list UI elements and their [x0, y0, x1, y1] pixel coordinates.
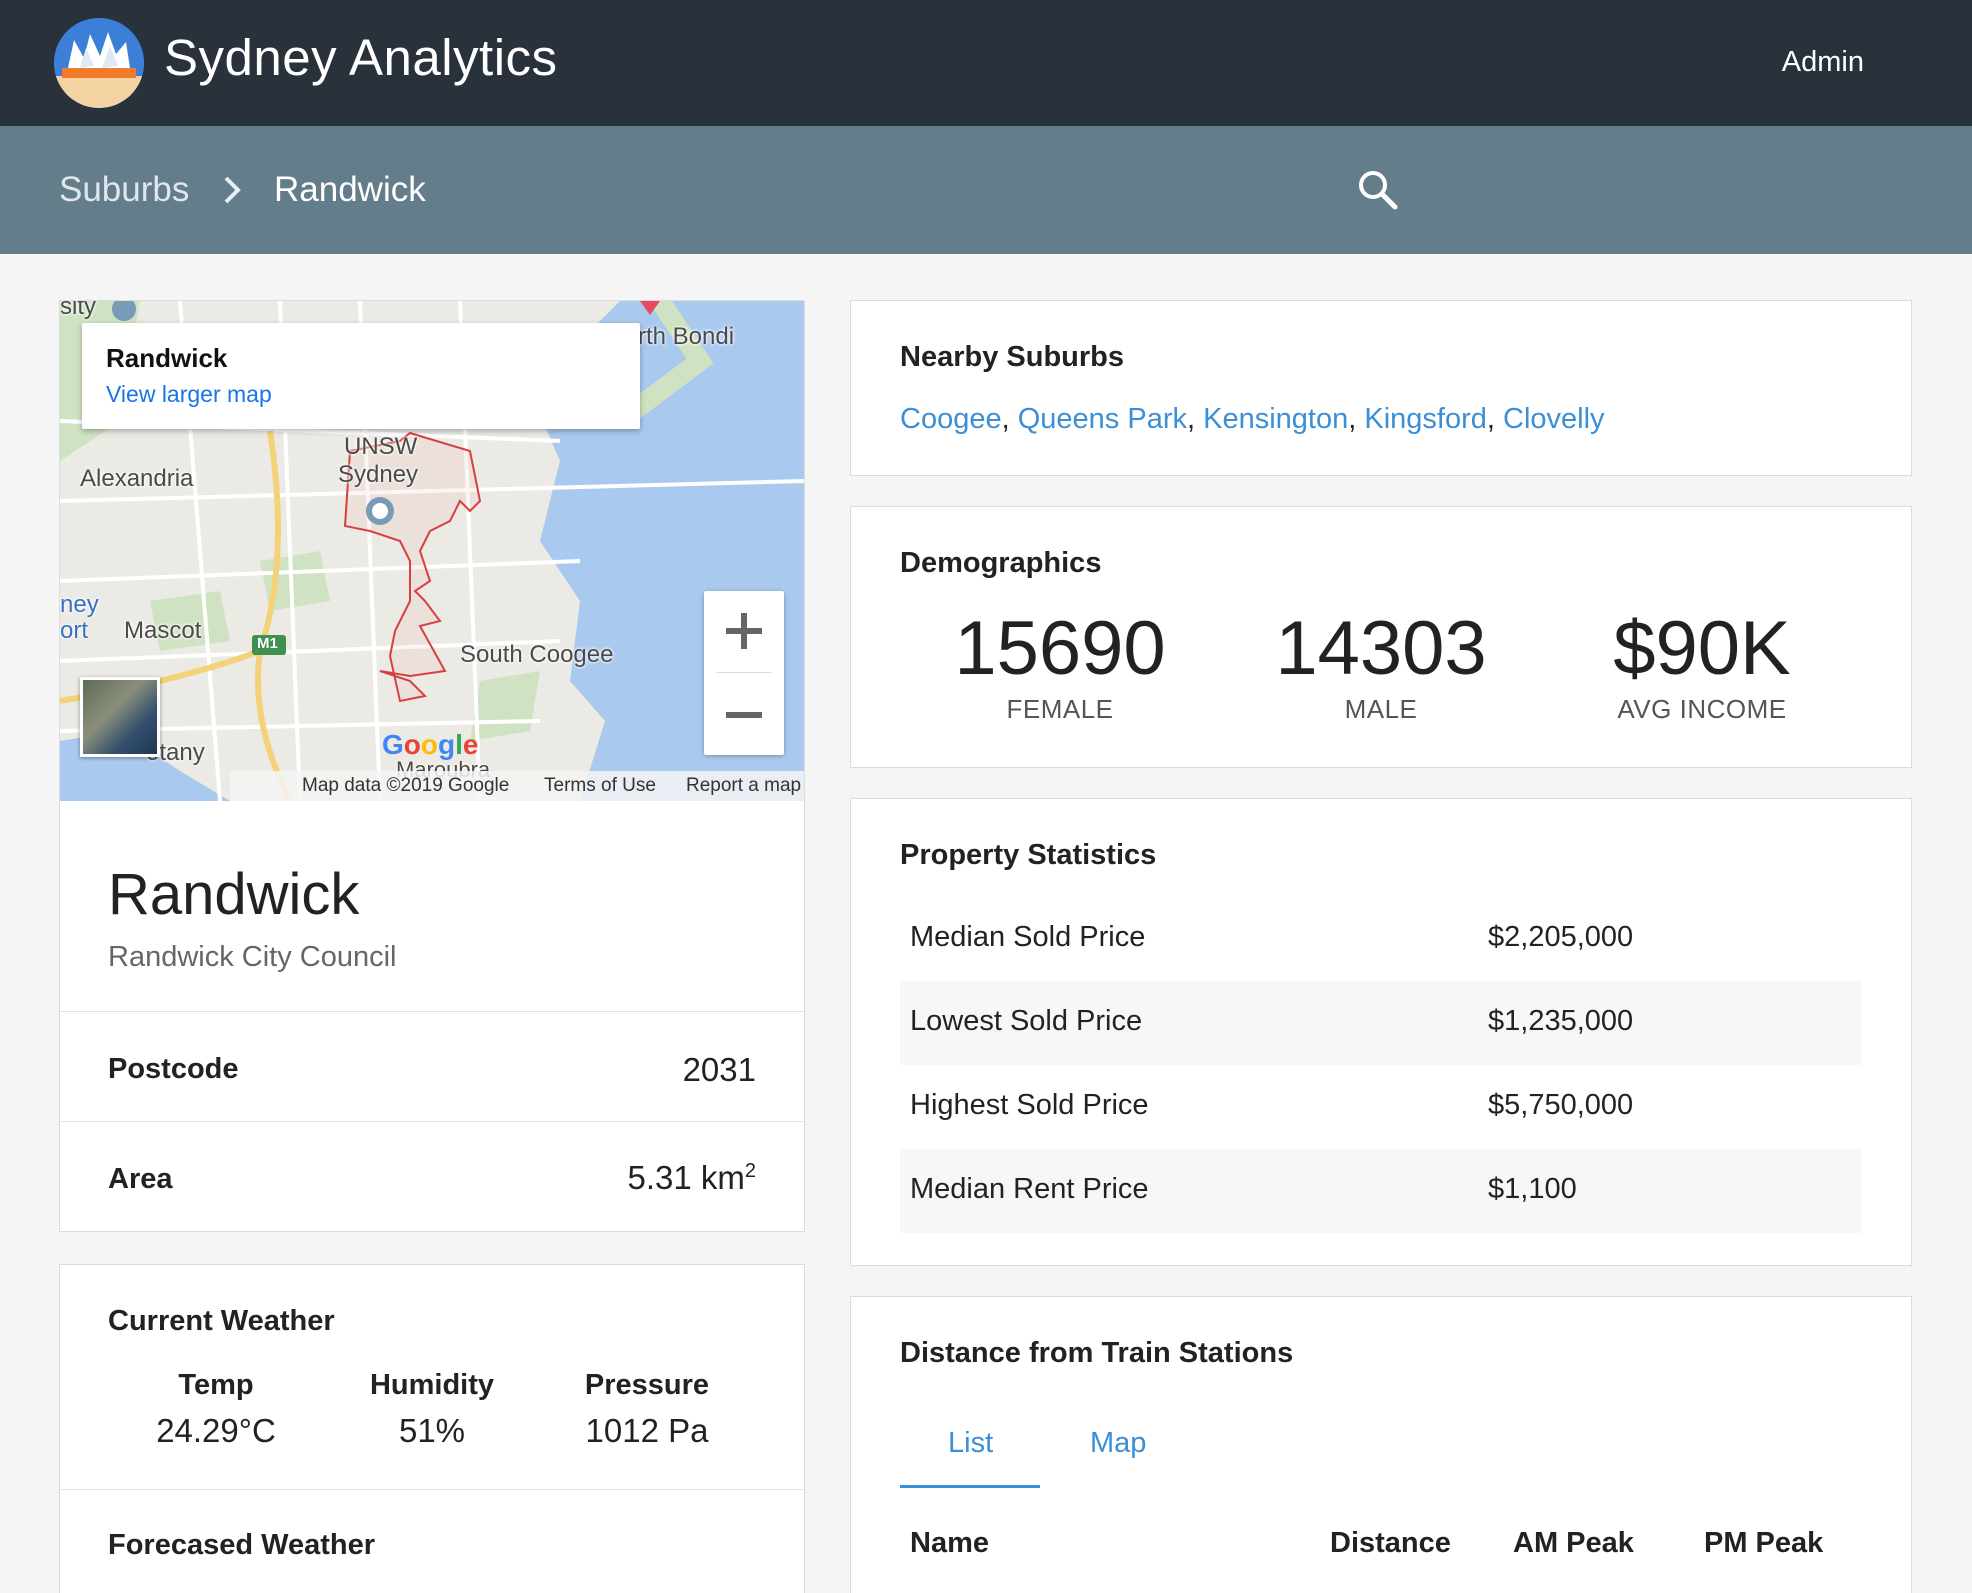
forecast-weather-title: Forecased Weather	[108, 1529, 376, 1561]
property-stat-value: $1,100	[1488, 1173, 1577, 1205]
map-label: South Coogee	[460, 641, 614, 668]
female-label: FEMALE	[1006, 694, 1114, 724]
male-label: MALE	[1344, 694, 1418, 724]
property-stat-label: Median Rent Price	[910, 1173, 1149, 1205]
demographics-title: Demographics	[900, 547, 1102, 579]
property-stat-value: $2,205,000	[1488, 921, 1634, 953]
pressure-label: Pressure	[584, 1369, 710, 1401]
map-label: rth Bondi	[638, 323, 735, 350]
postcode-label: Postcode	[108, 1053, 239, 1085]
zoom-control	[704, 591, 784, 755]
pressure-column: Pressure 1012 Pa	[547, 1369, 747, 1450]
avg-income-label: AVG INCOME	[1617, 694, 1787, 724]
property-stat-label: Lowest Sold Price	[910, 1005, 1143, 1037]
nearby-suburb-link[interactable]: Queens Park	[1017, 403, 1187, 435]
area-unit-exponent: 2	[744, 1160, 756, 1182]
motorway-shield: M1	[257, 635, 278, 652]
temp-value: 24.29°C	[156, 1412, 276, 1449]
info-window-title: Randwick	[106, 343, 228, 373]
zoom-out-button[interactable]	[704, 675, 784, 755]
app-bar: Sydney Analytics Admin	[0, 0, 1972, 126]
humidity-label: Humidity	[369, 1369, 495, 1401]
property-stat-label: Median Sold Price	[910, 921, 1146, 953]
table-row: Lowest Sold Price $1,235,000	[900, 981, 1862, 1065]
property-stat-label: Highest Sold Price	[910, 1089, 1149, 1121]
satellite-toggle-button[interactable]	[80, 677, 160, 757]
demographics-card: Demographics 15690 FEMALE 14303 MALE $90…	[850, 506, 1912, 768]
humidity-value: 51%	[398, 1412, 466, 1449]
temp-label: Temp	[178, 1369, 254, 1401]
map-label: sity	[60, 301, 96, 320]
area-label: Area	[108, 1163, 173, 1195]
breadcrumb: Suburbs Randwick	[0, 126, 1972, 254]
map-label: UNSW	[344, 433, 418, 460]
column-header-am-peak[interactable]: AM Peak	[1513, 1527, 1634, 1559]
chevron-right-icon	[224, 176, 241, 204]
humidity-column: Humidity 51%	[332, 1369, 532, 1450]
female-count: 15690	[954, 606, 1166, 691]
weather-card: Current Weather Temp 24.29°C Humidity 51…	[59, 1264, 805, 1593]
nearby-suburb-link[interactable]: Kensington	[1203, 403, 1349, 435]
search-icon[interactable]	[1356, 168, 1400, 212]
property-statistics-title: Property Statistics	[900, 839, 1157, 871]
suburb-map[interactable]: Alexandria Mascot UNSW Sydney South Coog…	[60, 301, 804, 801]
table-row: Highest Sold Price $5,750,000	[900, 1065, 1862, 1149]
map-footer: Map data ©2019 Google Terms of Use Repor…	[230, 771, 804, 801]
tab-map[interactable]: Map	[1090, 1427, 1147, 1459]
divider	[60, 1121, 804, 1122]
train-stations-title: Distance from Train Stations	[900, 1337, 1294, 1369]
column-header-distance[interactable]: Distance	[1330, 1527, 1451, 1559]
tab-list[interactable]: List	[948, 1427, 994, 1459]
male-stat: 14303 MALE	[1231, 605, 1531, 725]
property-stat-value: $5,750,000	[1488, 1089, 1634, 1121]
nearby-suburb-link[interactable]: Clovelly	[1503, 403, 1605, 435]
terms-of-use-link[interactable]: Terms of Use	[544, 775, 656, 796]
income-stat: $90K AVG INCOME	[1552, 605, 1852, 725]
app-title: Sydney Analytics	[164, 29, 558, 86]
divider	[60, 1489, 804, 1490]
zoom-in-button[interactable]	[704, 591, 784, 671]
map-label: ney	[60, 591, 99, 618]
table-row: Median Sold Price $2,205,000	[900, 897, 1862, 981]
report-map-error-link[interactable]: Report a map error	[686, 775, 804, 796]
female-stat: 15690 FEMALE	[910, 605, 1210, 725]
nearby-suburbs-card: Nearby Suburbs Coogee, Queens Park, Kens…	[850, 300, 1912, 476]
table-row: Median Rent Price $1,100	[900, 1149, 1862, 1233]
avg-income-value: $90K	[1613, 606, 1791, 691]
view-larger-map-link[interactable]: View larger map	[106, 381, 272, 407]
breadcrumb-suburbs-link[interactable]: Suburbs	[59, 170, 190, 209]
map-info-window: Randwick View larger map	[82, 323, 640, 429]
active-tab-indicator	[900, 1485, 1040, 1488]
map-label: Alexandria	[80, 465, 194, 492]
zoom-divider	[716, 672, 772, 673]
property-stat-value: $1,235,000	[1488, 1005, 1634, 1037]
temp-column: Temp 24.29°C	[116, 1369, 316, 1450]
map-label: Sydney	[338, 461, 419, 488]
nearby-suburb-link[interactable]: Coogee	[900, 403, 1002, 435]
map-label: Mascot	[124, 617, 202, 644]
breadcrumb-current: Randwick	[274, 170, 426, 209]
suburb-name: Randwick	[108, 862, 360, 927]
column-header-pm-peak[interactable]: PM Peak	[1704, 1527, 1824, 1559]
google-logo: Google	[382, 729, 479, 760]
admin-menu[interactable]: Admin	[1781, 46, 1864, 78]
pressure-value: 1012 Pa	[585, 1412, 709, 1449]
current-weather-title: Current Weather	[108, 1305, 335, 1337]
property-statistics-card: Property Statistics Median Sold Price $2…	[850, 798, 1912, 1266]
suburb-card: Alexandria Mascot UNSW Sydney South Coog…	[59, 300, 805, 1232]
nearby-suburbs-list: Coogee, Queens Park, Kensington, Kingsfo…	[900, 403, 1605, 435]
map-data-attribution: Map data ©2019 Google	[302, 775, 510, 796]
opera-house-logo-icon[interactable]	[54, 18, 144, 108]
nearby-suburb-link[interactable]: Kingsford	[1364, 403, 1487, 435]
area-number: 5.31 km	[627, 1159, 745, 1196]
council-name: Randwick City Council	[108, 941, 397, 973]
area-value: 5.31 km2	[627, 1159, 756, 1197]
nearby-suburbs-title: Nearby Suburbs	[900, 341, 1124, 373]
map-label: ort	[60, 617, 89, 644]
column-header-name[interactable]: Name	[910, 1527, 989, 1559]
train-stations-card: Distance from Train Stations List Map Na…	[850, 1296, 1912, 1593]
male-count: 14303	[1275, 606, 1487, 691]
postcode-value: 2031	[682, 1051, 756, 1088]
divider	[60, 1011, 804, 1012]
